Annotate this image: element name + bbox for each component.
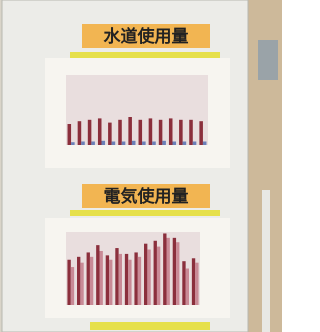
bar xyxy=(77,257,80,305)
bar xyxy=(182,261,185,305)
plot-area xyxy=(66,75,208,145)
bar xyxy=(139,120,143,145)
bar xyxy=(179,120,183,145)
scene-svg: 水道使用量 電気使用量 xyxy=(0,0,282,332)
bar xyxy=(67,260,70,305)
bar xyxy=(162,141,166,145)
bar xyxy=(68,124,72,145)
bar xyxy=(154,241,157,305)
plot-area xyxy=(66,232,200,305)
bar xyxy=(81,142,85,146)
bar xyxy=(90,257,93,305)
bar xyxy=(112,142,116,146)
heading: 水道使用量 xyxy=(104,26,189,47)
bar xyxy=(71,142,75,145)
bar xyxy=(128,117,132,145)
bar xyxy=(163,233,166,305)
window xyxy=(258,40,278,80)
bar xyxy=(195,263,198,305)
bar xyxy=(71,267,74,305)
bar xyxy=(149,118,153,145)
bar xyxy=(87,252,90,305)
bar xyxy=(125,254,128,305)
bar xyxy=(115,248,118,305)
bar xyxy=(122,142,126,146)
bar xyxy=(193,142,197,146)
bar xyxy=(138,257,141,305)
bar xyxy=(173,238,176,305)
bar xyxy=(173,142,177,146)
bar xyxy=(142,142,146,146)
bar xyxy=(102,141,106,145)
bar xyxy=(157,247,160,305)
bar xyxy=(183,142,187,146)
bar xyxy=(199,121,203,145)
bar xyxy=(147,250,150,305)
bar xyxy=(203,142,207,146)
bar xyxy=(88,120,92,145)
bar xyxy=(96,245,99,305)
bar xyxy=(167,238,170,305)
strip xyxy=(90,322,210,330)
pole xyxy=(262,190,270,332)
bar xyxy=(134,252,137,305)
bar xyxy=(118,120,122,145)
bar xyxy=(109,260,112,305)
bar xyxy=(189,120,193,145)
bar xyxy=(128,260,131,305)
bar xyxy=(169,118,173,145)
bar xyxy=(152,142,156,146)
bar xyxy=(106,255,109,305)
bar xyxy=(192,258,195,305)
bar xyxy=(186,269,189,306)
bar xyxy=(78,121,82,145)
bar xyxy=(108,123,112,145)
strip xyxy=(70,52,220,58)
bar xyxy=(144,244,147,305)
bar xyxy=(159,120,163,145)
photo: 水道使用量 電気使用量 xyxy=(0,0,282,332)
bar xyxy=(132,141,136,145)
strip xyxy=(70,210,220,216)
bar xyxy=(100,251,103,305)
bar xyxy=(119,254,122,305)
bar xyxy=(91,142,95,146)
bar xyxy=(98,118,102,145)
heading: 電気使用量 xyxy=(104,186,189,207)
bar xyxy=(80,263,83,305)
bar xyxy=(176,242,179,305)
